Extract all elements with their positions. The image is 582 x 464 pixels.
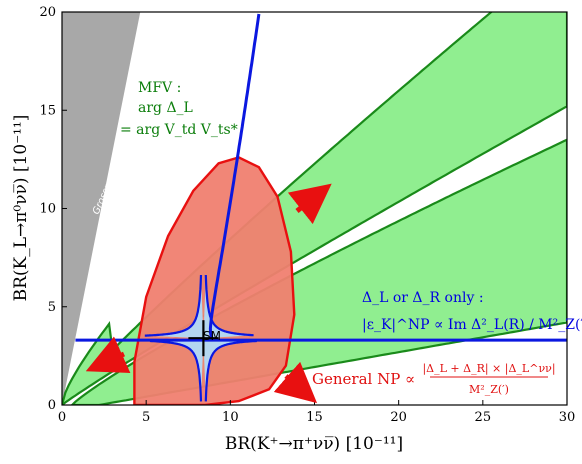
x-tick-label: 25	[475, 410, 492, 425]
x-tick-label: 10	[222, 410, 239, 425]
delta-only-fill	[144, 275, 257, 402]
x-tick-label: 15	[306, 410, 323, 425]
delta-only-label-line-2: |ε_K|^NP ∝ Im Δ²_L(R) / M²_Z(′)	[362, 317, 582, 333]
delta-only-hyperbola	[144, 274, 257, 402]
x-tick-label: 5	[142, 410, 150, 425]
arrow-left	[85, 336, 131, 374]
grossman-nir-region	[62, 12, 141, 405]
x-axis-ticks: 0 5 10 15 20 25 30	[58, 400, 575, 425]
x-axis-label: BR(K⁺→π⁺νν̅) [10⁻¹¹]	[225, 434, 403, 454]
arrow-down-right	[273, 361, 318, 404]
y-axis-ticks: 0 5 10 15 20	[39, 5, 67, 413]
sm-point	[188, 320, 219, 357]
mfv-label-line-3: = arg V_td V_ts*	[120, 122, 238, 138]
delta-only-vertical-line	[208, 13, 261, 339]
general-np-formula-numerator: |Δ_L + Δ_R| × |Δ_L^νν|	[422, 362, 555, 376]
x-tick-label: 20	[390, 410, 407, 425]
mfv-label-line-1: MFV :	[138, 80, 181, 96]
y-tick-label: 0	[48, 398, 56, 413]
delta-only-label-line-1: Δ_L or Δ_R only :	[362, 290, 484, 306]
y-tick-label: 10	[39, 202, 56, 217]
y-tick-label: 5	[48, 300, 56, 315]
general-np-label: General NP ∝	[312, 370, 415, 388]
y-axis-label: BR(K_L→π⁰νν̅) [10⁻¹¹]	[11, 115, 31, 302]
general-np-formula-denominator: M²_Z(′)	[469, 383, 509, 396]
mfv-label-line-2: arg Δ_L	[138, 100, 193, 116]
arrow-up-right	[287, 183, 332, 225]
y-tick-label: 20	[39, 5, 56, 20]
x-tick-label: 30	[559, 410, 576, 425]
x-tick-label: 0	[58, 410, 66, 425]
sm-label: SM	[203, 329, 221, 343]
y-tick-label: 15	[39, 103, 56, 118]
